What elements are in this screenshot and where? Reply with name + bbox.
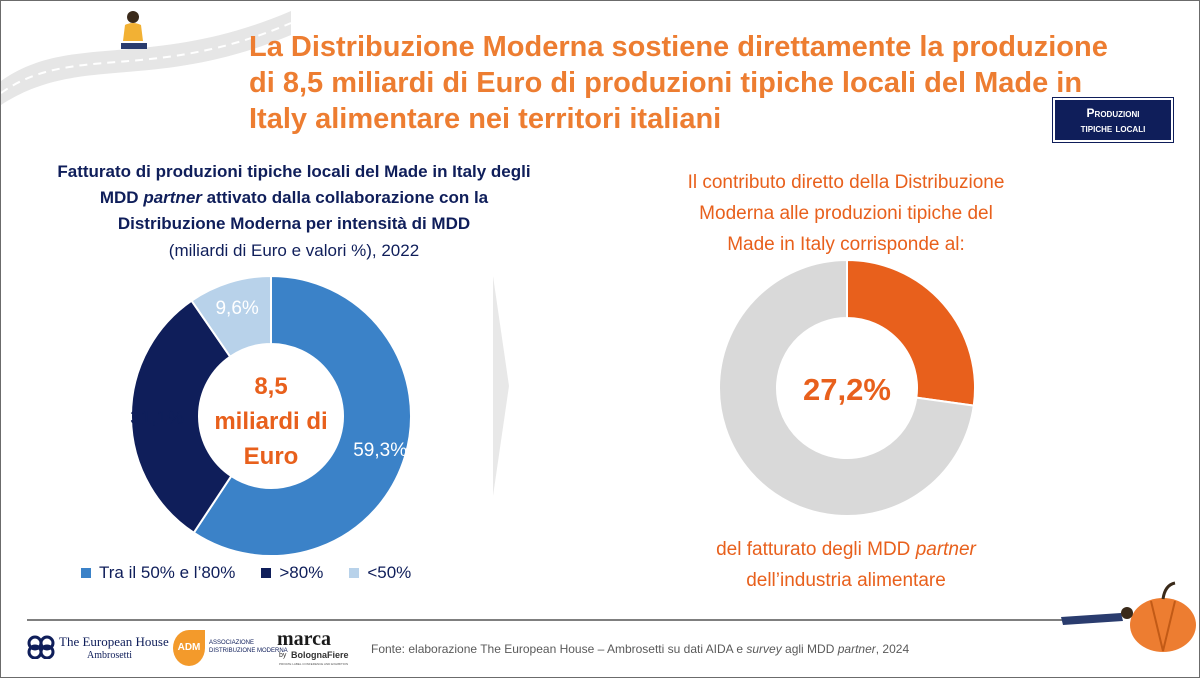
chart-title-line: Fatturato di produzioni tipiche locali d… xyxy=(57,162,531,181)
teha-logo: The European House Ambrosetti xyxy=(27,631,177,665)
source-italic: survey xyxy=(746,642,782,656)
legend-swatch xyxy=(349,568,360,578)
chevron-right-icon xyxy=(493,276,509,496)
chart-title-line: MDD partner attivato dalla collaborazion… xyxy=(9,185,579,211)
donut-slice xyxy=(846,258,976,407)
adm-text-1: ASSOCIAZIONE xyxy=(209,640,255,646)
legend-item: >80% xyxy=(261,563,323,583)
source-part: Fonte: elaborazione The European House –… xyxy=(371,642,747,656)
bolognafiere-text: BolognaFiere xyxy=(291,650,349,660)
legend-label: <50% xyxy=(367,563,412,582)
center-label: miliardi di xyxy=(214,408,327,435)
center-label: 8,5 xyxy=(254,373,287,400)
donut-slice xyxy=(718,258,975,517)
source-italic: partner xyxy=(837,642,876,656)
teha-name: The European House xyxy=(59,634,169,649)
caption-line: dell’industria alimentare xyxy=(746,570,946,591)
marca-wordmark: marca xyxy=(277,628,332,650)
right-caption: del fatturato degli MDD partner dell’ind… xyxy=(601,534,1091,596)
description-line: Made in Italy corrisponde al: xyxy=(727,234,965,255)
teha-mark-icon xyxy=(27,635,55,659)
marca-logo: marca by BolognaFiere PRIVATE LABEL CONF… xyxy=(277,628,357,672)
source-part: agli MDD xyxy=(781,642,838,656)
caption-part: del fatturato degli MDD xyxy=(716,539,916,560)
chart-title: Fatturato di produzioni tipiche locali d… xyxy=(9,159,579,237)
description-line: Moderna alle produzioni tipiche del xyxy=(699,203,993,224)
slice-label: 9,6% xyxy=(215,298,258,319)
center-label: Euro xyxy=(244,443,299,470)
chart-title-part: attivato dalla collaborazione con la xyxy=(201,188,489,207)
slice-label: 59,3% xyxy=(353,440,407,461)
source-note: Fonte: elaborazione The European House –… xyxy=(371,642,909,656)
legend-label: Tra il 50% e l’80% xyxy=(99,563,236,582)
legend-label: >80% xyxy=(279,563,324,582)
right-description: Il contributo diretto della Distribuzion… xyxy=(601,167,1091,260)
legend-swatch xyxy=(261,568,272,578)
title-line: La Distribuzione Moderna sostiene dirett… xyxy=(249,31,1108,63)
slice-label: 31,1% xyxy=(130,408,184,429)
caption-line: del fatturato degli MDD partner xyxy=(601,534,1091,565)
legend-item: <50% xyxy=(349,563,411,583)
section-badge: Produzioni tipiche locali xyxy=(1052,97,1174,143)
donut-slice xyxy=(130,299,233,535)
road-illustration xyxy=(1,11,291,105)
source-part: , 2024 xyxy=(875,642,910,656)
pumpkin-illustration xyxy=(1061,581,1196,652)
donut-chart-right: 27,2% xyxy=(718,258,976,517)
adm-logo: ADM ASSOCIAZIONE DISTRIBUZIONE MODERNA xyxy=(173,628,288,668)
title-line: di 8,5 miliardi di Euro di produzioni ti… xyxy=(249,67,1083,99)
chart-title-italic: partner xyxy=(143,188,202,207)
marca-tagline: PRIVATE LABEL CONFERENCE AND EXHIBITION xyxy=(279,662,349,666)
chart-title-line: Distribuzione Moderna per intensità di M… xyxy=(117,214,471,233)
donut-chart-left: 59,3% 31,1% 9,6% 8,5 miliardi di Euro xyxy=(130,274,412,557)
marca-by: by xyxy=(279,652,287,659)
page-title: La Distribuzione Moderna sostiene dirett… xyxy=(249,29,1179,137)
donut-slice xyxy=(190,274,272,359)
teha-sub: Ambrosetti xyxy=(87,650,132,661)
chart-legend: Tra il 50% e l’80% >80% <50% xyxy=(81,561,437,585)
woman-sitting-icon xyxy=(121,11,147,49)
caption-italic: partner xyxy=(915,539,976,560)
chart-title-part: MDD xyxy=(99,188,144,207)
legend-swatch xyxy=(81,568,91,578)
badge-line: Produzioni xyxy=(1086,106,1140,120)
badge-line: tipiche locali xyxy=(1080,121,1146,135)
legend-item: Tra il 50% e l’80% xyxy=(81,563,235,583)
description-line: Il contributo diretto della Distribuzion… xyxy=(687,172,1005,193)
title-line: Italy alimentare nei territori italiani xyxy=(249,103,722,135)
chart-subtitle: (miliardi di Euro e valori %), 2022 xyxy=(168,241,420,260)
center-percentage: 27,2% xyxy=(803,372,891,407)
adm-text-2: DISTRIBUZIONE MODERNA xyxy=(209,648,288,654)
footer-divider xyxy=(27,619,1097,621)
adm-mark: ADM xyxy=(173,630,205,666)
donut-slice xyxy=(192,274,412,557)
